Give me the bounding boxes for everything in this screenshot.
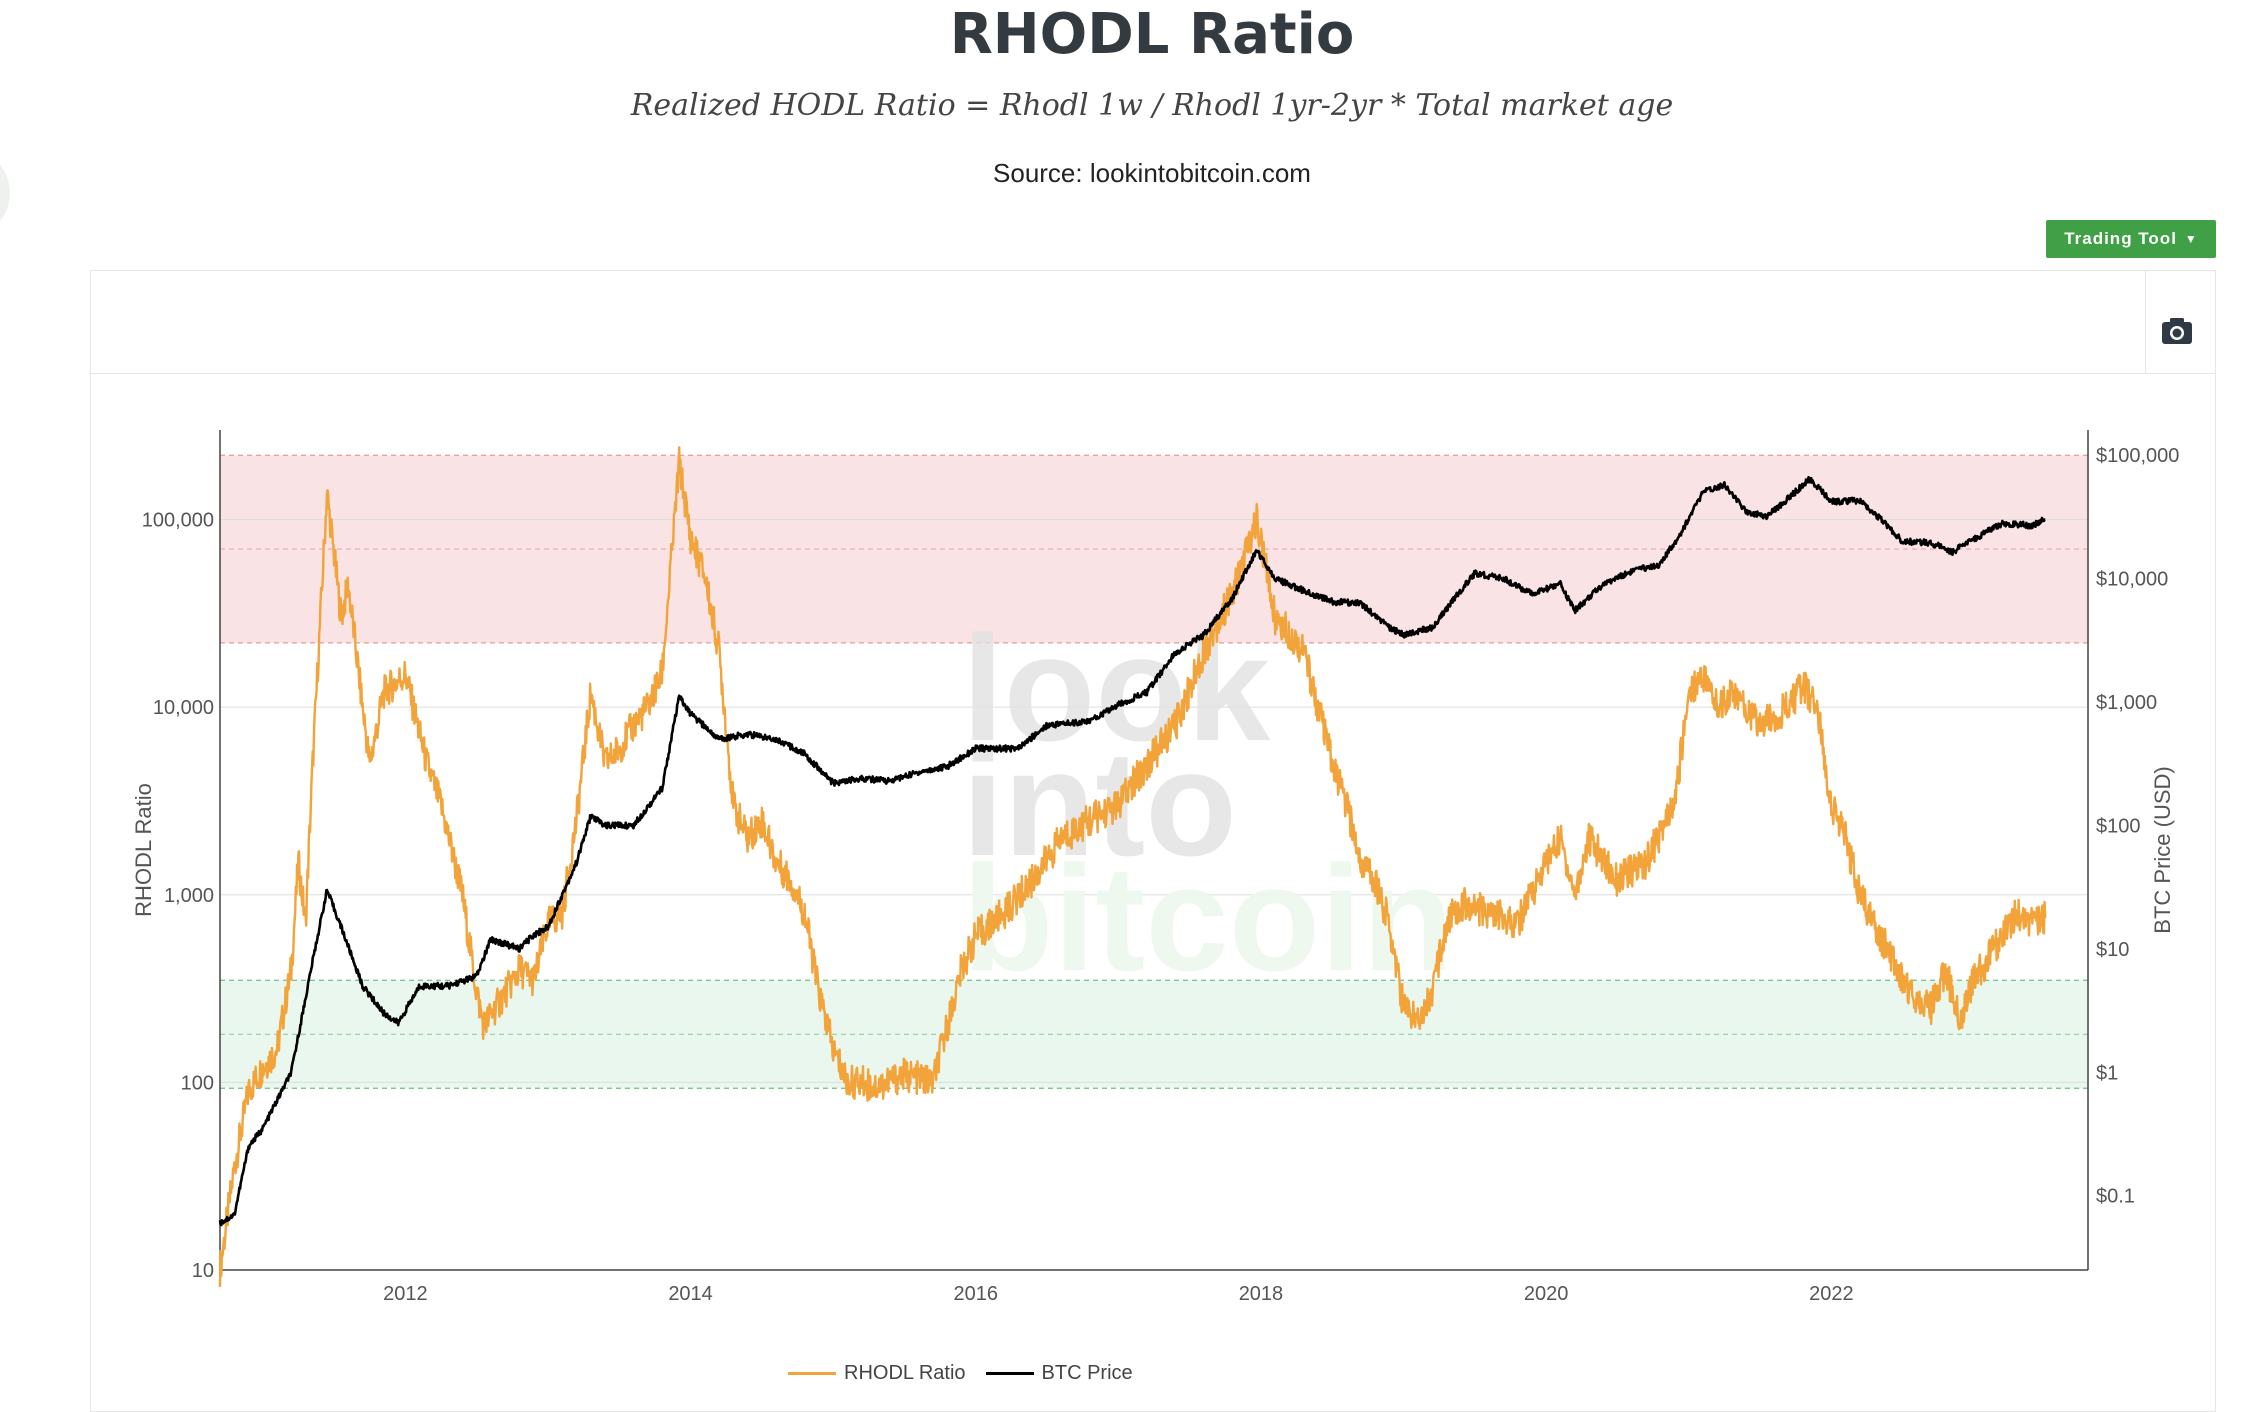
x-tick-label: 2012: [383, 1283, 428, 1305]
y-tick-label: 10,000: [153, 697, 214, 719]
x-tick-label: 2022: [1809, 1283, 1854, 1305]
y-axis-title: RHODL Ratio: [131, 783, 156, 917]
trading-tool-button[interactable]: Trading Tool ▼: [2046, 220, 2216, 258]
x-tick-label: 2016: [954, 1283, 999, 1305]
zone-band-top: [220, 455, 2088, 643]
zone-band-bottom: [220, 980, 2088, 1089]
y2-tick-label: $10: [2096, 939, 2129, 961]
chart-toolbar: [91, 271, 2215, 374]
trading-tool-label: Trading Tool: [2064, 229, 2177, 248]
formula-subtitle: Realized HODL Ratio = Rhodl 1w / Rhodl 1…: [630, 88, 1674, 123]
y-tick-label: 1,000: [164, 885, 214, 907]
legend-swatch-rhodl: [788, 1372, 836, 1375]
page-title: RHODL Ratio: [949, 2, 1355, 67]
legend-label-btc: BTC Price: [1041, 1362, 1133, 1384]
series-line-rhodl: [218, 446, 2047, 1287]
y2-axis-title: BTC Price (USD): [2150, 766, 2175, 933]
caret-down-icon: ▼: [2184, 232, 2198, 246]
y2-tick-label: $100: [2096, 815, 2141, 837]
legend-label-rhodl: RHODL Ratio: [844, 1362, 966, 1384]
watermark: look into bitcoin: [962, 604, 1454, 1002]
series-line-btc: [218, 475, 2046, 1227]
y2-tick-label: $0.1: [2096, 1186, 2135, 1208]
watermark-bitcoin: bitcoin: [962, 834, 1454, 1002]
source-label: Source: lookintobitcoin.com: [993, 158, 1311, 188]
x-tick-label: 2018: [1239, 1283, 1284, 1305]
side-tab[interactable]: [0, 148, 10, 238]
legend-swatch-btc: [985, 1372, 1034, 1375]
y-tick-label: 100,000: [142, 510, 214, 532]
toolbar-divider: [2145, 271, 2146, 373]
camera-icon[interactable]: [2155, 309, 2199, 353]
y2-tick-label: $100,000: [2096, 445, 2179, 467]
legend-item-rhodl[interactable]: RHODL Ratio: [788, 1362, 966, 1385]
y2-tick-label: $1: [2096, 1062, 2118, 1084]
legend-item-btc[interactable]: BTC Price: [985, 1362, 1133, 1385]
y-tick-label: 10: [192, 1260, 214, 1282]
x-tick-label: 2014: [668, 1283, 713, 1305]
y2-tick-label: $1,000: [2096, 692, 2157, 714]
chart-legend: RHODL Ratio BTC Price: [788, 1362, 1133, 1385]
y2-tick-label: $10,000: [2096, 569, 2168, 591]
y-tick-label: 100: [181, 1072, 214, 1094]
x-tick-label: 2020: [1524, 1283, 1569, 1305]
